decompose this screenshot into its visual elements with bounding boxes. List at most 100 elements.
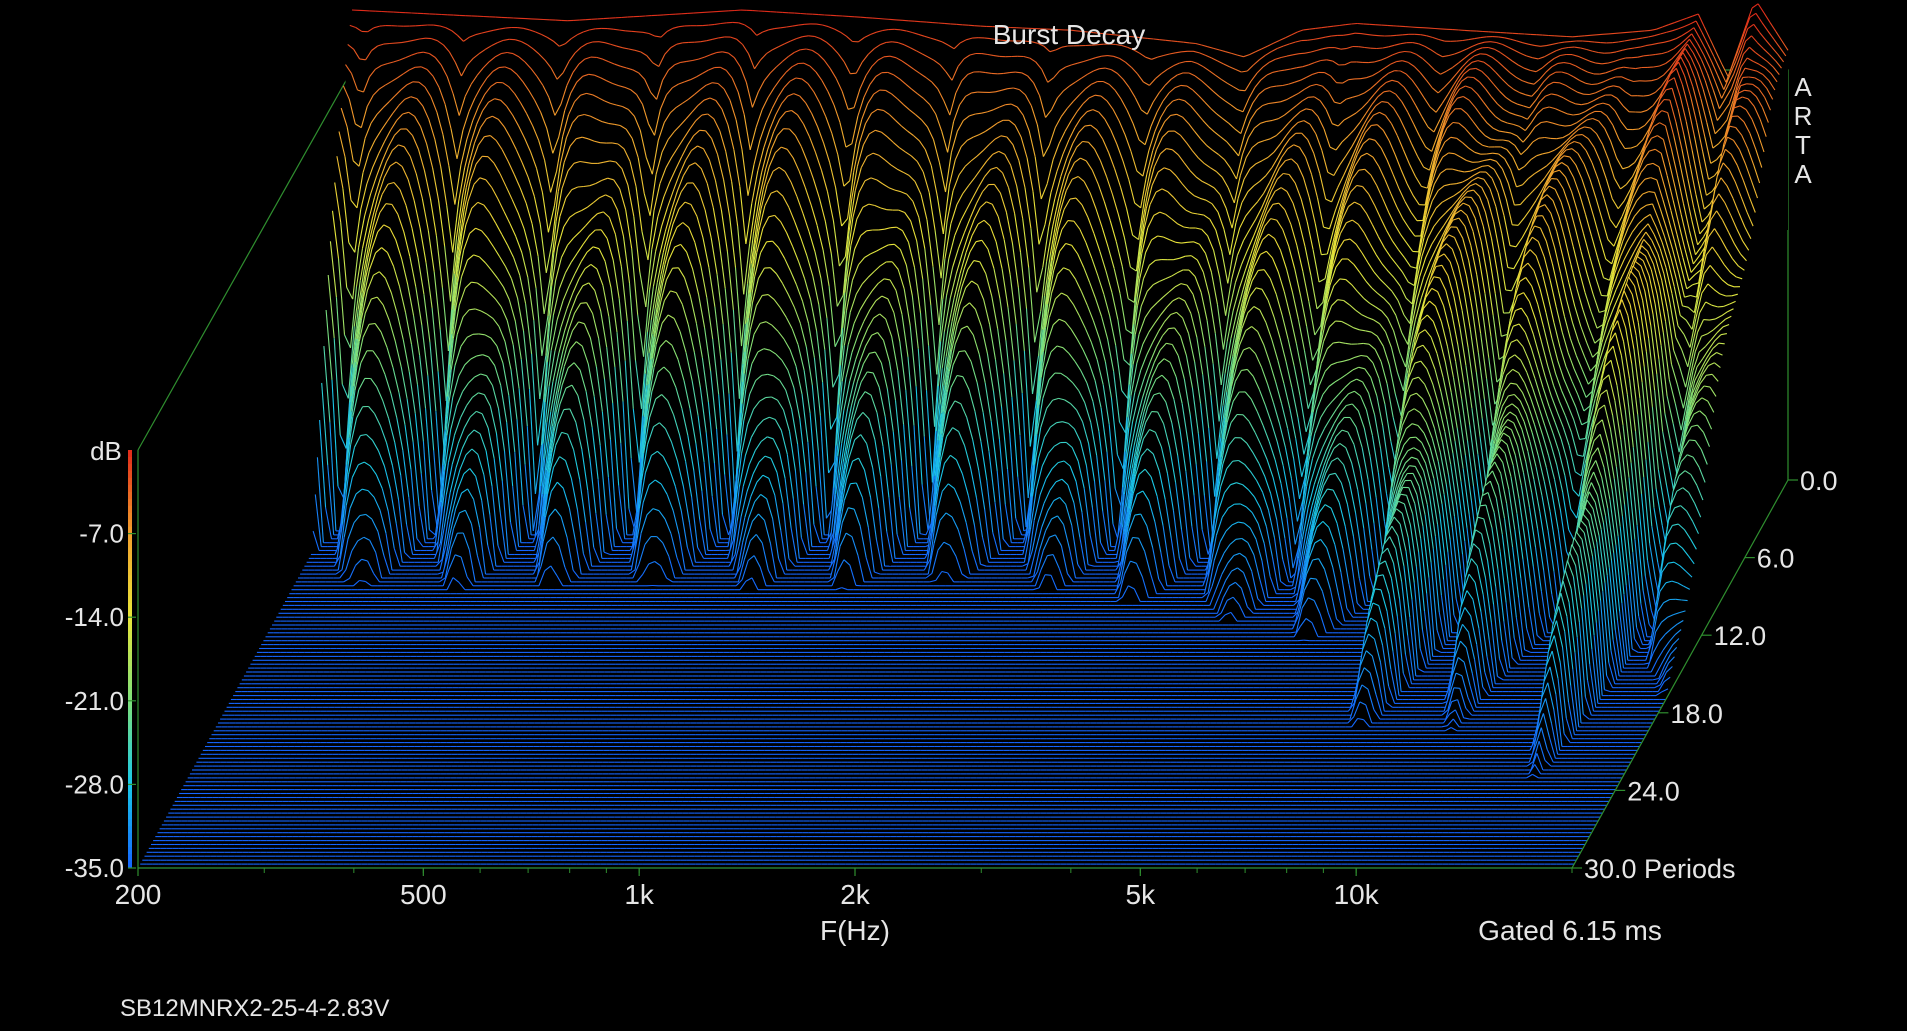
slice-segment <box>1169 328 1175 329</box>
slice-segment <box>578 187 584 188</box>
slice-segment <box>1371 125 1377 126</box>
slice-segment <box>1190 43 1196 44</box>
slice-segment <box>1083 142 1089 143</box>
slice-segment <box>1512 225 1518 226</box>
slice-segment <box>1315 28 1321 29</box>
slice-segment <box>1632 57 1638 58</box>
slice-segment <box>1010 72 1016 73</box>
slice-segment <box>1178 42 1184 43</box>
slice-segment <box>1357 62 1363 63</box>
slice-segment <box>1464 171 1470 172</box>
slice-segment <box>1182 51 1188 52</box>
slice-segment <box>1068 221 1074 222</box>
slice-segment <box>386 204 392 205</box>
slice-segment <box>581 303 587 304</box>
slice-segment <box>1184 42 1190 43</box>
slice-segment <box>1333 26 1339 27</box>
slice-segment <box>1644 30 1650 31</box>
slice-segment <box>1453 123 1459 124</box>
slice-segment <box>984 38 990 39</box>
slice-segment <box>1634 81 1640 82</box>
slice-segment <box>1633 129 1639 130</box>
slice-segment <box>1391 35 1397 36</box>
slice-segment <box>607 29 613 30</box>
slice-segment <box>1609 33 1615 34</box>
decay-slices <box>138 4 1788 868</box>
slice-segment <box>1181 85 1187 86</box>
slice-segment <box>1188 242 1194 243</box>
slice-segment <box>1579 36 1585 37</box>
slice-segment <box>1564 42 1570 43</box>
slice-segment <box>1514 205 1520 206</box>
slice-segment <box>1554 82 1560 83</box>
slice-segment <box>1403 34 1409 35</box>
slice-segment <box>1627 32 1633 33</box>
slice-segment <box>891 19 897 20</box>
slice-segment <box>505 28 511 29</box>
slice-segment <box>1541 46 1547 47</box>
slice-segment <box>914 21 920 22</box>
slice-segment <box>959 351 965 352</box>
slice-segment <box>1239 90 1245 91</box>
slice-segment <box>700 130 706 131</box>
slice-segment <box>517 28 523 29</box>
slice-segment <box>767 241 773 242</box>
slice-segment <box>894 29 900 30</box>
slice-segment <box>990 92 996 93</box>
slice-segment <box>850 73 856 74</box>
slice-segment <box>1596 63 1602 64</box>
slice-segment <box>384 44 390 45</box>
slice-segment <box>1644 55 1650 56</box>
slice-segment <box>1747 84 1753 85</box>
slice-segment <box>956 24 962 25</box>
slice-segment <box>926 22 932 23</box>
slice-segment <box>879 19 885 20</box>
slice-segment <box>1468 77 1474 78</box>
slice-segment <box>1621 32 1627 33</box>
slice-segment <box>709 24 715 25</box>
slice-segment <box>891 227 897 228</box>
slice-segment <box>1539 138 1545 139</box>
slice-segment <box>1602 63 1608 64</box>
slice-segment <box>1351 24 1357 25</box>
slice-segment <box>1397 35 1403 36</box>
slice-segment <box>631 31 637 32</box>
slice-segment <box>1573 36 1579 37</box>
slice-segment <box>703 25 709 26</box>
slice-segment <box>1345 24 1351 25</box>
slice-segment <box>888 244 894 245</box>
slice-segment <box>903 20 909 21</box>
slice-segment <box>1331 35 1337 36</box>
slice-segment <box>1277 86 1283 87</box>
slice-segment <box>1365 48 1371 49</box>
slice-segment <box>1632 31 1638 32</box>
slice-segment <box>380 26 386 27</box>
slice-segment <box>1008 88 1014 89</box>
slice-segment <box>1373 35 1379 36</box>
slice-segment <box>1321 254 1327 255</box>
slice-segment <box>1638 31 1644 32</box>
slice-segment <box>1585 35 1591 36</box>
slice-segment <box>1570 41 1576 42</box>
slice-segment <box>1576 135 1582 136</box>
slice-segment <box>886 42 892 43</box>
slice-segment <box>1565 125 1571 126</box>
slice-segment <box>1099 68 1105 69</box>
slice-segment <box>1340 279 1346 280</box>
slice-segment <box>625 31 631 32</box>
slice-segment <box>1299 53 1305 54</box>
slice-segment <box>1321 60 1327 61</box>
slice-segment <box>1308 97 1314 98</box>
slice-segment <box>808 36 814 37</box>
slice-segment <box>1172 41 1178 42</box>
slice-segment <box>1450 184 1456 185</box>
slice-segment <box>1148 38 1154 39</box>
slice-segment <box>766 397 772 398</box>
slice-segment <box>721 23 727 24</box>
slice-segment <box>1594 42 1600 43</box>
slice-segment <box>1303 29 1309 30</box>
slice-segment <box>1597 34 1603 35</box>
slice-segment <box>695 42 701 43</box>
